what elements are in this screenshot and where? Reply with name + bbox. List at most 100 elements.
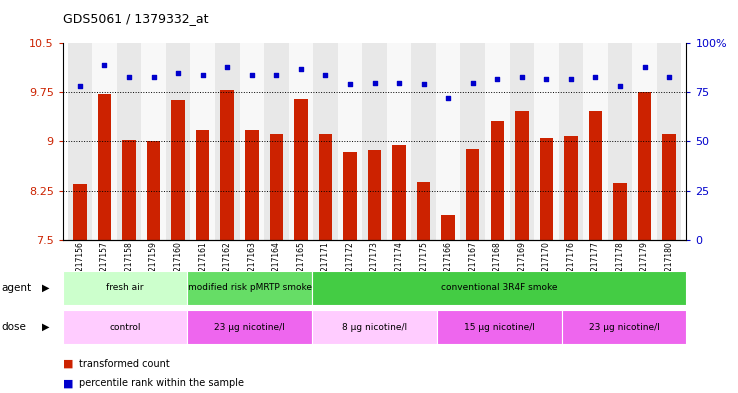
- Text: ■: ■: [63, 358, 73, 369]
- Bar: [343, 152, 356, 240]
- Bar: [215, 43, 240, 240]
- Bar: [657, 43, 681, 240]
- Bar: [638, 92, 652, 240]
- Point: [565, 75, 577, 82]
- Text: modified risk pMRTP smoke: modified risk pMRTP smoke: [187, 283, 312, 292]
- Point: [344, 81, 356, 88]
- Bar: [312, 310, 437, 344]
- Bar: [559, 43, 583, 240]
- Point: [172, 70, 184, 76]
- Bar: [269, 134, 283, 240]
- Bar: [663, 134, 676, 240]
- Bar: [368, 150, 382, 240]
- Text: conventional 3R4F smoke: conventional 3R4F smoke: [441, 283, 557, 292]
- Bar: [411, 43, 436, 240]
- Point: [467, 79, 479, 86]
- Bar: [289, 43, 313, 240]
- Text: agent: agent: [1, 283, 32, 293]
- Point: [148, 73, 159, 80]
- Bar: [240, 43, 264, 240]
- Bar: [485, 43, 509, 240]
- Point: [418, 81, 430, 88]
- Bar: [437, 310, 562, 344]
- Text: control: control: [109, 323, 141, 332]
- Bar: [393, 145, 406, 240]
- Point: [663, 73, 675, 80]
- Point: [540, 75, 552, 82]
- Bar: [491, 121, 504, 240]
- Text: ■: ■: [63, 378, 73, 388]
- Bar: [68, 43, 92, 240]
- Text: percentile rank within the sample: percentile rank within the sample: [79, 378, 244, 388]
- Point: [270, 72, 282, 78]
- Bar: [166, 43, 190, 240]
- Bar: [583, 43, 608, 240]
- Bar: [632, 43, 657, 240]
- Bar: [319, 134, 332, 240]
- Point: [492, 75, 503, 82]
- Bar: [436, 43, 461, 240]
- Bar: [294, 99, 308, 240]
- Bar: [539, 138, 554, 240]
- Bar: [466, 149, 480, 240]
- Bar: [515, 111, 528, 240]
- Bar: [417, 182, 430, 240]
- Point: [590, 73, 601, 80]
- Point: [197, 72, 209, 78]
- Bar: [509, 43, 534, 240]
- Point: [123, 73, 135, 80]
- Bar: [313, 43, 338, 240]
- Bar: [187, 271, 312, 305]
- Bar: [221, 90, 234, 240]
- Point: [99, 62, 111, 68]
- Point: [638, 64, 650, 70]
- Point: [393, 79, 405, 86]
- Point: [74, 83, 86, 90]
- Point: [614, 83, 626, 90]
- Text: ▶: ▶: [42, 322, 49, 332]
- Bar: [534, 43, 559, 240]
- Bar: [564, 136, 578, 240]
- Text: fresh air: fresh air: [106, 283, 144, 292]
- Bar: [73, 184, 86, 240]
- Bar: [171, 99, 185, 240]
- Bar: [613, 183, 627, 240]
- Point: [221, 64, 233, 70]
- Text: 23 μg nicotine/l: 23 μg nicotine/l: [215, 323, 285, 332]
- Bar: [123, 140, 136, 240]
- Bar: [362, 43, 387, 240]
- Bar: [441, 215, 455, 240]
- Text: 8 μg nicotine/l: 8 μg nicotine/l: [342, 323, 407, 332]
- Point: [295, 66, 307, 72]
- Bar: [190, 43, 215, 240]
- Bar: [63, 310, 187, 344]
- Bar: [589, 111, 602, 240]
- Point: [516, 73, 528, 80]
- Bar: [97, 94, 111, 240]
- Point: [246, 72, 258, 78]
- Bar: [245, 130, 258, 240]
- Bar: [63, 271, 187, 305]
- Point: [368, 79, 381, 86]
- Text: 15 μg nicotine/l: 15 μg nicotine/l: [463, 323, 535, 332]
- Bar: [92, 43, 117, 240]
- Bar: [264, 43, 289, 240]
- Point: [320, 72, 331, 78]
- Text: GDS5061 / 1379332_at: GDS5061 / 1379332_at: [63, 12, 208, 25]
- Bar: [387, 43, 411, 240]
- Bar: [141, 43, 166, 240]
- Bar: [196, 130, 210, 240]
- Bar: [562, 310, 686, 344]
- Bar: [608, 43, 632, 240]
- Bar: [117, 43, 141, 240]
- Text: dose: dose: [1, 322, 27, 332]
- Bar: [147, 141, 160, 240]
- Text: 23 μg nicotine/l: 23 μg nicotine/l: [589, 323, 659, 332]
- Bar: [338, 43, 362, 240]
- Point: [442, 95, 454, 101]
- Bar: [312, 271, 686, 305]
- Text: ▶: ▶: [42, 283, 49, 293]
- Bar: [187, 310, 312, 344]
- Text: transformed count: transformed count: [79, 358, 170, 369]
- Bar: [461, 43, 485, 240]
